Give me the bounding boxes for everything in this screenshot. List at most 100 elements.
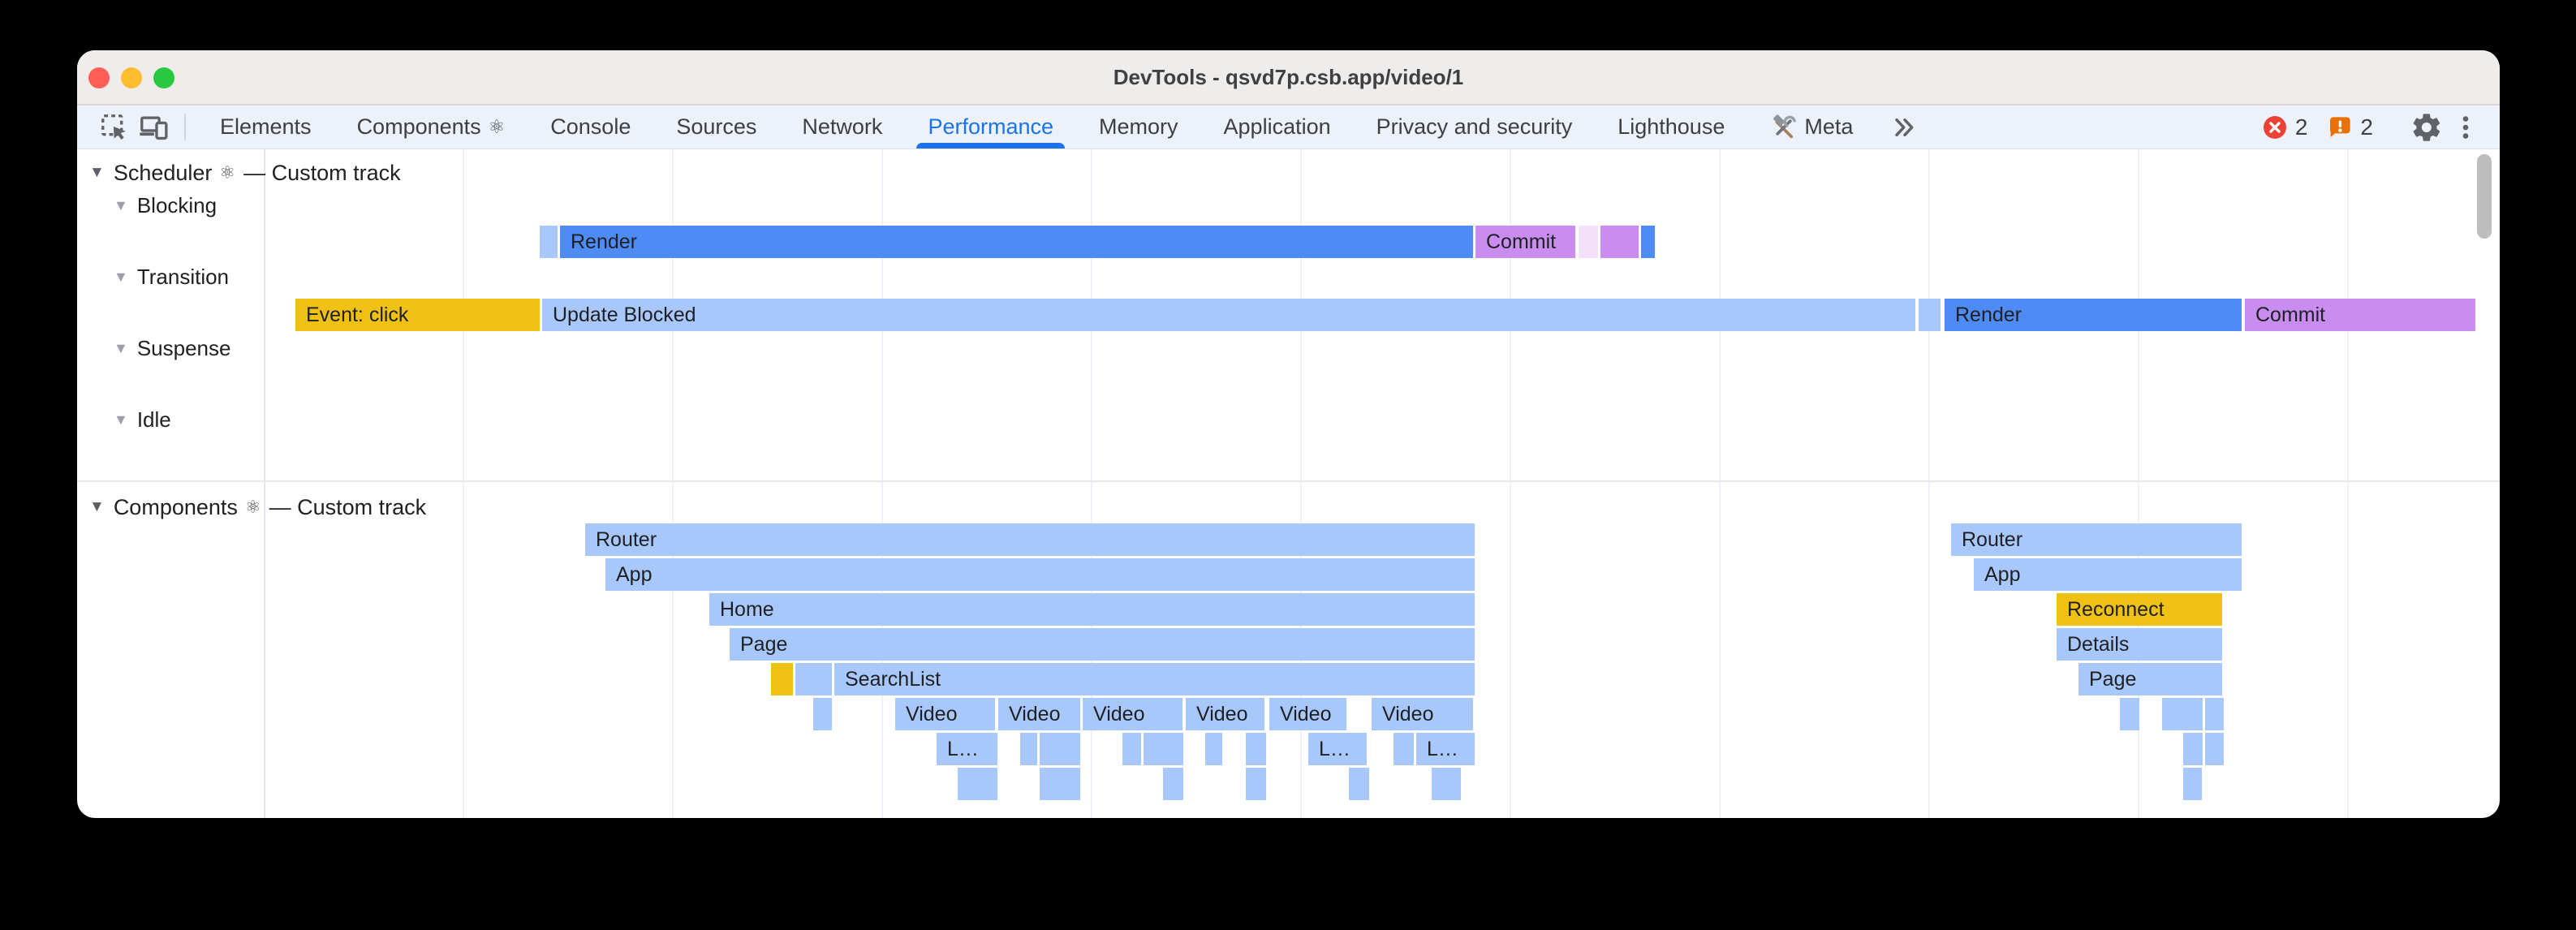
- tab-performance[interactable]: Performance: [905, 105, 1076, 149]
- flame-bar-event-click[interactable]: Event: click: [295, 299, 540, 331]
- flame-bar[interactable]: [2205, 698, 2224, 730]
- flame-bar[interactable]: [1020, 733, 1037, 765]
- settings-button[interactable]: [2407, 111, 2446, 144]
- flame-bar-video[interactable]: Video: [1269, 698, 1346, 730]
- tab-elements[interactable]: Elements: [197, 105, 334, 149]
- flame-bar-video[interactable]: Video: [998, 698, 1080, 730]
- lane-label-idle[interactable]: ▼ Idle: [114, 407, 171, 433]
- tab-meta[interactable]: Meta: [1747, 105, 1876, 149]
- flame-bar-searchlist[interactable]: SearchList: [834, 663, 1475, 695]
- flame-bar[interactable]: [1432, 768, 1461, 800]
- lane-label-suspense[interactable]: ▼ Suspense: [114, 335, 230, 361]
- flame-bar-update-blocked[interactable]: Update Blocked: [542, 299, 1915, 331]
- tab-label: Components: [356, 114, 481, 139]
- tab-label: Network: [802, 114, 883, 139]
- flame-bar[interactable]: [1144, 733, 1183, 765]
- flame-bar[interactable]: [2162, 698, 2203, 730]
- flame-bar[interactable]: [1040, 733, 1080, 765]
- console-errors-badge[interactable]: 2: [2252, 114, 2318, 140]
- flame-bar[interactable]: [540, 226, 558, 258]
- flame-bar-app[interactable]: App: [605, 558, 1475, 591]
- grid-line: [2347, 149, 2349, 818]
- tab-network[interactable]: Network: [779, 105, 905, 149]
- flame-bar-l[interactable]: L…: [1308, 733, 1367, 765]
- flame-bar-render[interactable]: Render: [1945, 299, 2242, 331]
- issue-count: 2: [2360, 114, 2373, 140]
- flame-bar[interactable]: [1205, 733, 1222, 765]
- flame-bar[interactable]: [1641, 226, 1655, 258]
- flame-bar-commit[interactable]: Commit: [2245, 299, 2475, 331]
- flame-bar-video[interactable]: Video: [1372, 698, 1473, 730]
- more-options-button[interactable]: [2446, 113, 2485, 142]
- tab-sources[interactable]: Sources: [653, 105, 779, 149]
- flame-bar[interactable]: [1394, 733, 1414, 765]
- grid-line: [881, 149, 883, 818]
- tab-console[interactable]: Console: [528, 105, 653, 149]
- collapse-triangle-icon: ▼: [114, 268, 128, 285]
- vertical-scrollbar-thumb[interactable]: [2477, 154, 2492, 239]
- flame-bar[interactable]: [1122, 733, 1141, 765]
- flame-bar-video[interactable]: Video: [1186, 698, 1264, 730]
- tab-components[interactable]: Components ⚛: [334, 105, 528, 149]
- flame-bar-video[interactable]: Video: [895, 698, 995, 730]
- tab-lighthouse[interactable]: Lighthouse: [1595, 105, 1747, 149]
- tab-label: Meta: [1804, 114, 1854, 139]
- grid-line: [672, 149, 674, 818]
- issues-icon: [2330, 116, 2351, 137]
- device-toolbar-button[interactable]: [134, 105, 173, 149]
- flame-bar-video[interactable]: Video: [1083, 698, 1182, 730]
- more-tabs-button[interactable]: [1876, 105, 1931, 149]
- react-atom-icon: ⚛: [244, 497, 261, 517]
- inspect-element-button[interactable]: [95, 105, 134, 149]
- tab-label: Lighthouse: [1618, 114, 1725, 139]
- flame-bar[interactable]: [2183, 733, 2203, 765]
- flame-bar[interactable]: [2205, 733, 2224, 765]
- flame-bar-reconnect[interactable]: Reconnect: [2057, 593, 2222, 626]
- flame-bar[interactable]: [1600, 226, 1639, 258]
- flame-bar-details[interactable]: Details: [2057, 628, 2222, 661]
- flame-bar-app[interactable]: App: [1974, 558, 2242, 591]
- device-toolbar-icon: [140, 115, 168, 140]
- lane-label-blocking[interactable]: ▼ Blocking: [114, 192, 217, 218]
- react-atom-icon: ⚛: [219, 162, 236, 183]
- flame-bar[interactable]: [1919, 299, 1941, 331]
- flame-bar[interactable]: [1040, 768, 1080, 800]
- flame-bar[interactable]: [813, 698, 832, 730]
- flame-bar[interactable]: [1579, 226, 1598, 258]
- issues-badge[interactable]: 2: [2317, 114, 2383, 140]
- flame-bar[interactable]: [958, 768, 997, 800]
- flame-bar[interactable]: [1163, 768, 1183, 800]
- window-title: DevTools - qsvd7p.csb.app/video/1: [1113, 64, 1464, 89]
- flame-bar[interactable]: [771, 663, 793, 695]
- collapse-triangle-icon: ▼: [114, 196, 128, 213]
- zoom-button[interactable]: [153, 67, 174, 88]
- minimize-button[interactable]: [121, 67, 142, 88]
- flame-bar-commit[interactable]: Commit: [1475, 226, 1575, 258]
- flame-bar-router[interactable]: Router: [1951, 523, 2242, 556]
- lane-label-transition[interactable]: ▼ Transition: [114, 264, 229, 290]
- flame-bar[interactable]: [2183, 768, 2202, 800]
- tab-privacy-and-security[interactable]: Privacy and security: [1354, 105, 1596, 149]
- flame-bar[interactable]: [1246, 768, 1266, 800]
- tab-label: Performance: [928, 114, 1054, 139]
- flame-bar[interactable]: [1349, 768, 1369, 800]
- flame-bar[interactable]: [795, 663, 832, 695]
- close-button[interactable]: [88, 67, 110, 88]
- grid-line: [1091, 149, 1092, 818]
- flame-bar-l[interactable]: L…: [937, 733, 997, 765]
- components-track-header[interactable]: ▼ Components ⚛ — Custom track: [89, 493, 426, 521]
- flame-bar-l[interactable]: L…: [1416, 733, 1475, 765]
- flame-bar-render[interactable]: Render: [560, 226, 1473, 258]
- components-track-suffix: — Custom track: [269, 494, 427, 519]
- flame-bar[interactable]: [2120, 698, 2139, 730]
- flame-bar[interactable]: [1246, 733, 1266, 765]
- tab-memory[interactable]: Memory: [1076, 105, 1201, 149]
- flame-bar-router[interactable]: Router: [585, 523, 1475, 556]
- scheduler-track-header[interactable]: ▼ Scheduler ⚛ — Custom track: [89, 159, 401, 187]
- flame-bar-page[interactable]: Page: [730, 628, 1475, 661]
- inspect-icon: [101, 114, 126, 140]
- flame-bar-home[interactable]: Home: [709, 593, 1475, 626]
- lane-label-text: Transition: [136, 264, 230, 289]
- flame-bar-page[interactable]: Page: [2078, 663, 2222, 695]
- tab-application[interactable]: Application: [1201, 105, 1354, 149]
